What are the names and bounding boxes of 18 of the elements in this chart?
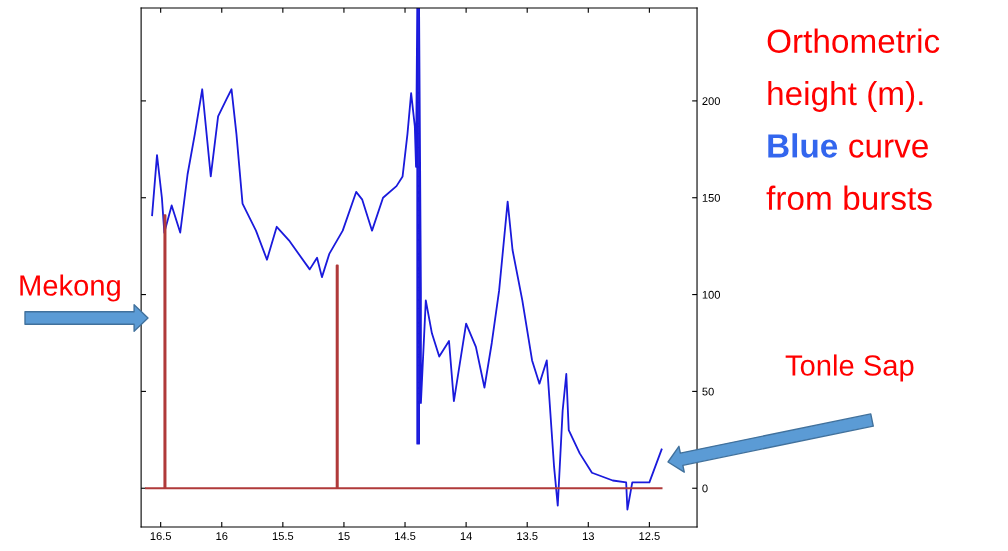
x-tick-label: 13.5	[517, 532, 538, 540]
x-tick-label: 15	[338, 532, 350, 540]
y-tick-label: 50	[702, 387, 714, 396]
text: Mekong	[20, 274, 120, 302]
line-series	[151, 7, 663, 511]
x-tick-label: 12.5	[639, 532, 660, 540]
text: Tonle Sap	[785, 354, 914, 382]
x-tick-label: 14	[460, 532, 472, 540]
x-tick-label: 13	[582, 532, 594, 540]
x-tick-label: 15.5	[272, 532, 294, 540]
y-tick-label: 0	[702, 484, 708, 493]
y-tick-label: 150	[702, 194, 720, 202]
x-tick-label: 14.5	[395, 532, 416, 540]
text: Orthometric height (m). Blue curve from bursts	[766, 28, 940, 211]
y-tick-label: 100	[702, 290, 720, 299]
y-tick-label: 200	[702, 97, 720, 106]
x-tick-label: 16	[216, 532, 228, 540]
x-tick-label: 16.5	[150, 532, 172, 540]
